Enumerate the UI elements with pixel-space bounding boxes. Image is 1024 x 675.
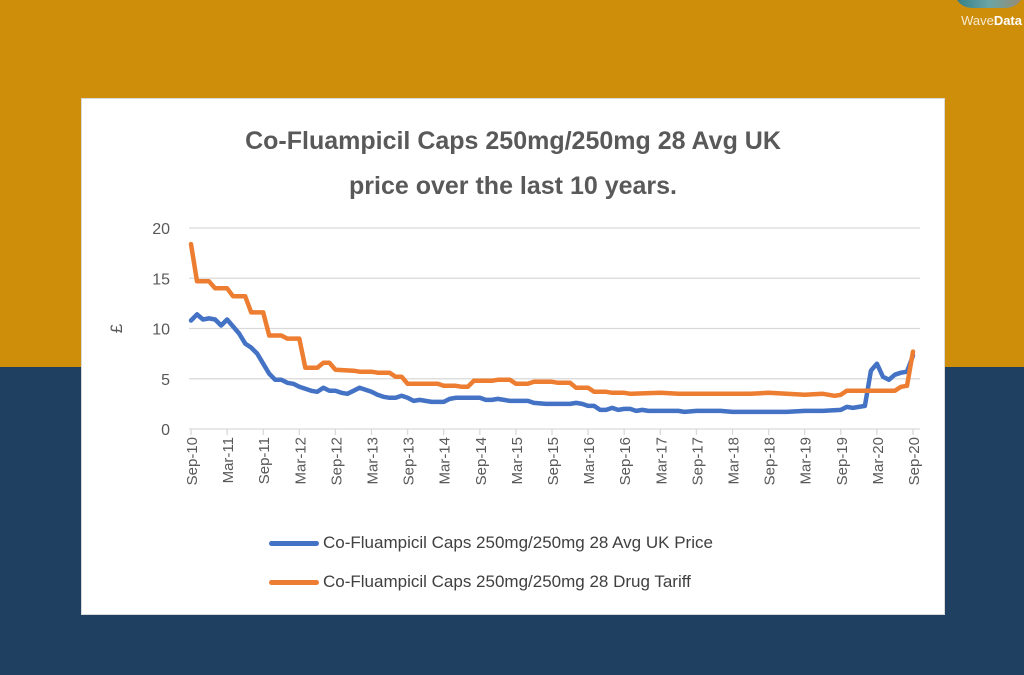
x-tick-label: Mar-11	[220, 437, 237, 483]
x-tick-label: Mar-15	[509, 437, 526, 485]
logo-text: WaveData	[961, 13, 1022, 28]
legend-swatch-blue	[269, 540, 319, 546]
x-tick-label: Mar-19	[798, 437, 815, 485]
chart-title: Co-Fluampicil Caps 250mg/250mg 28 Avg UK…	[82, 119, 944, 209]
logo-text-light: Wave	[961, 13, 994, 28]
x-tick-label: Mar-16	[581, 437, 598, 485]
line-chart: 0 5 10 15 20 £ Sep-10 Mar-11 Sep-11 Mar-12 Sep-12 M…	[107, 221, 923, 485]
x-tick-label: Sep-14	[473, 437, 490, 485]
x-tick-label: Sep-15	[545, 437, 562, 485]
chart-title-line2: price over the last 10 years.	[349, 172, 677, 200]
y-tick-label: 20	[152, 221, 170, 238]
x-tick-label: Mar-14	[437, 437, 454, 485]
chart-title-line1: Co-Fluampicil Caps 250mg/250mg 28 Avg UK	[245, 127, 781, 155]
legend-item-avg-price: Co-Fluampicil Caps 250mg/250mg 28 Avg UK…	[269, 533, 713, 553]
x-tick-label: Sep-12	[328, 437, 345, 485]
chart-card: Co-Fluampicil Caps 250mg/250mg 28 Avg UK…	[81, 98, 945, 615]
x-tick-label: Sep-17	[689, 437, 706, 485]
x-tick-label: Sep-11	[256, 437, 273, 484]
x-tick-label: Sep-20	[906, 437, 923, 485]
y-tick-label: 15	[152, 271, 170, 288]
x-tick-label: Sep-16	[617, 437, 634, 485]
x-tick-label: Mar-13	[365, 437, 382, 485]
y-axis-label: £	[107, 323, 126, 333]
x-tick-label: Mar-12	[292, 437, 309, 485]
logo-text-bold: Data	[993, 13, 1022, 28]
x-tick-label: Sep-18	[762, 437, 779, 485]
wave-logo-icon	[954, 0, 1024, 8]
y-tick-label: 0	[161, 422, 170, 439]
legend-label: Co-Fluampicil Caps 250mg/250mg 28 Avg UK…	[323, 533, 713, 552]
x-tick-label: Sep-10	[184, 437, 201, 485]
legend-swatch-orange	[269, 579, 319, 585]
x-tick-label: Mar-17	[653, 437, 670, 485]
legend-item-drug-tariff: Co-Fluampicil Caps 250mg/250mg 28 Drug T…	[269, 572, 691, 592]
wavedata-logo: WaveData	[944, 0, 1024, 34]
y-tick-label: 5	[161, 372, 170, 389]
x-tick-label: Sep-13	[401, 437, 418, 485]
y-tick-label: 10	[152, 322, 170, 339]
legend-label: Co-Fluampicil Caps 250mg/250mg 28 Drug T…	[323, 572, 691, 591]
x-tick-label: Mar-20	[870, 437, 887, 485]
series-line-drug-tariff	[188, 241, 916, 399]
series-line-avg-uk-price	[188, 312, 916, 415]
x-tick-label: Sep-19	[834, 437, 851, 485]
x-tick-label: Mar-18	[726, 437, 743, 485]
